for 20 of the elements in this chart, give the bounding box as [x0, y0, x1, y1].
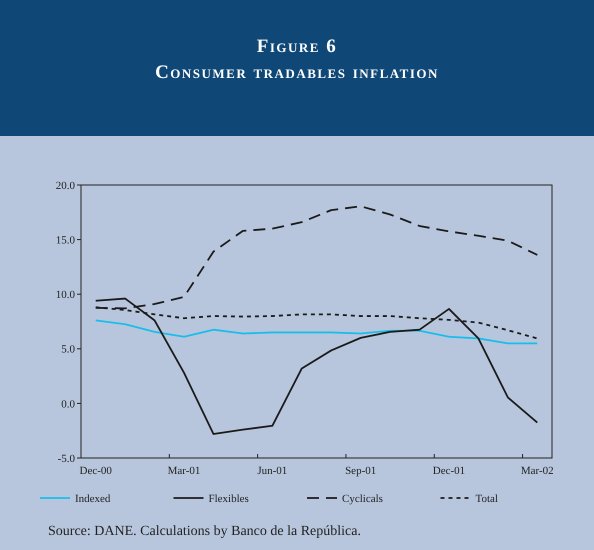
y-tick-label: 10.0	[56, 289, 76, 302]
legend-label: Total	[476, 492, 498, 505]
y-tick-label: -5.0	[58, 452, 76, 465]
y-tick-label: 5.0	[61, 344, 76, 356]
x-tick-label: Sep-01	[345, 465, 376, 477]
legend-label: Indexed	[75, 492, 111, 505]
x-tick-label: Dec-01	[432, 465, 466, 477]
y-tick-label: 20.0	[56, 180, 76, 192]
y-tick-label: 0.0	[61, 398, 76, 410]
x-tick-label: Mar-01	[168, 465, 200, 477]
x-tick-label: Dec-00	[80, 465, 112, 477]
line-series	[94, 320, 538, 344]
legend-label: Cyclicals	[342, 492, 383, 505]
x-tick-label: Mar-02	[520, 465, 554, 477]
source-note: Source: DANE. Calculations by Banco de la República.	[48, 524, 361, 539]
legend-label: Flexibles	[208, 492, 249, 505]
chart-title: Figure 6	[256, 36, 338, 57]
chart-subtitle: Consumer tradables inflation	[155, 62, 439, 83]
x-tick-label: Jun-01	[257, 465, 288, 477]
y-tick-label: 15.0	[56, 234, 76, 246]
